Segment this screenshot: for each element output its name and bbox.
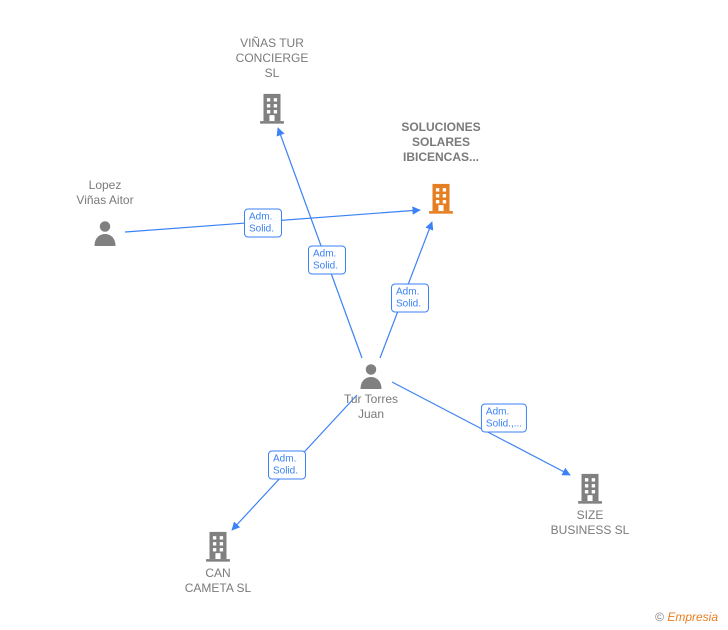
- network-diagram: Adm. Solid. Adm. Solid. Adm. Solid. Adm. So…: [0, 0, 728, 630]
- copyright: © Empresia: [655, 610, 718, 624]
- node-label: Lopez Viñas Aitor: [76, 178, 133, 208]
- building-icon: [424, 181, 458, 220]
- person-icon: [90, 218, 120, 253]
- node-label: Tur Torres Juan: [344, 392, 398, 422]
- node-label: VIÑAS TUR CONCIERGE SL: [236, 36, 309, 81]
- edge-label: Adm. Solid.,...: [481, 404, 527, 433]
- edge-label: Adm. Solid.: [391, 284, 429, 313]
- edge-label: Adm. Solid.: [268, 451, 306, 480]
- node-label: SOLUCIONES SOLARES IBICENCAS...: [401, 120, 480, 165]
- node-label: CAN CAMETA SL: [185, 566, 251, 596]
- person-icon: [356, 361, 386, 396]
- copyright-brand: Empresia: [667, 610, 718, 624]
- edge-label: Adm. Solid.: [244, 209, 282, 238]
- copyright-symbol: ©: [655, 610, 664, 624]
- building-icon: [573, 471, 607, 510]
- building-icon: [255, 91, 289, 130]
- edge-label: Adm. Solid.: [308, 246, 346, 275]
- node-label: SIZE BUSINESS SL: [551, 508, 630, 538]
- building-icon: [201, 529, 235, 568]
- edge: [278, 128, 362, 358]
